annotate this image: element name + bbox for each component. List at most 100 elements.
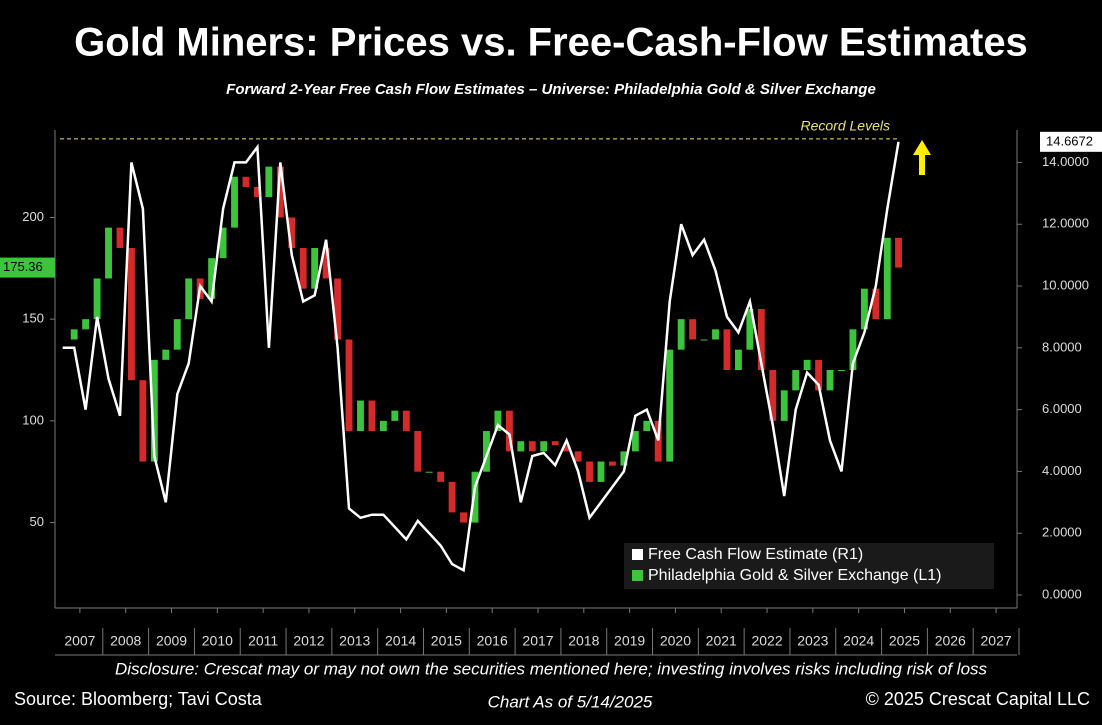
candle [505,410,513,452]
x-tick-label: 2024 [843,633,874,649]
candle [551,441,559,446]
candle [414,431,422,472]
candle [631,431,639,452]
candle [586,461,593,482]
candle [288,217,296,248]
candle [150,359,158,462]
y2-tick-label: 4.0000 [1042,463,1082,478]
y-tick-label: 50 [30,514,44,529]
candle [368,400,376,432]
y2-tick-label: 0.0000 [1042,586,1082,601]
y2-tick-label: 6.0000 [1042,401,1082,416]
x-tick-label: 2014 [385,633,416,649]
candle [574,451,582,462]
candle [128,247,135,381]
candle [723,329,731,371]
candle [139,380,147,462]
candle [803,359,811,371]
y2-tick-label: 14.0000 [1042,154,1089,169]
candle [299,247,307,289]
source: Source: Bloomberg; Tavi Costa [14,689,263,709]
x-tick-label: 2013 [339,633,370,649]
candle [517,441,525,452]
candle [265,166,273,198]
candle [792,370,800,391]
x-tick-label: 2020 [660,633,691,649]
candle [253,186,261,198]
x-tick-label: 2007 [64,633,95,649]
candle [712,329,719,340]
candle [276,166,284,218]
candle [757,308,765,371]
fcf-line [62,141,900,573]
legend-swatch [632,570,643,581]
candle [666,349,674,462]
y2-tick-label: 2.0000 [1042,525,1082,540]
candle [609,461,616,466]
y2-last-label: 14.6672 [1046,133,1093,148]
candle [780,390,788,421]
chart-title: Gold Miners: Prices vs. Free-Cash-Flow E… [74,21,1028,65]
x-tick-label: 2010 [202,633,233,649]
candle [379,420,387,432]
legend-label: Philadelphia Gold & Silver Exchange (L1) [648,567,942,584]
x-tick-label: 2021 [706,633,737,649]
x-tick-label: 2026 [935,633,966,649]
y-last-tag [0,257,55,278]
candle [860,288,868,330]
y2-last-tag [1040,131,1102,152]
candle [391,410,399,421]
x-tick-label: 2016 [477,633,508,649]
candle [620,451,628,466]
y2-tick-label: 12.0000 [1042,216,1089,231]
chart-subtitle: Forward 2-Year Free Cash Flow Estimates … [226,81,876,98]
candle [734,349,742,371]
x-tick-label: 2008 [110,633,141,649]
candle [826,370,834,391]
record-arrow [913,140,931,175]
candle [322,247,330,279]
candle [815,359,823,391]
candle [311,247,319,289]
candle [116,227,124,248]
candle [208,258,216,299]
candle [402,410,410,432]
x-tick-label: 2019 [614,633,645,649]
disclosure: Disclosure: Crescat may or may not own t… [115,659,988,678]
candle [677,319,685,350]
candle [334,278,342,340]
candle [654,420,662,462]
as-of: Chart As of 5/14/2025 [488,692,653,711]
x-tick-label: 2023 [797,633,828,649]
x-tick-label: 2022 [751,633,782,649]
copyright: © 2025 Crescat Capital LLC [866,689,1090,709]
candle [448,481,456,513]
x-tick-label: 2025 [889,633,920,649]
candle [838,370,845,372]
y2-tick-label: 8.0000 [1042,339,1082,354]
y-last-label: 175.36 [3,259,43,274]
candle [895,237,902,268]
candle [597,461,605,482]
candle [471,471,479,523]
y-tick-label: 100 [22,412,44,427]
candle [425,471,433,473]
y-tick-label: 200 [22,209,44,224]
candle [689,319,697,340]
candle [173,319,181,350]
x-tick-label: 2015 [431,633,462,649]
candle [643,420,651,432]
record-label: Record Levels [801,118,891,134]
candle [872,288,880,320]
candle [93,278,101,320]
candle [219,227,227,259]
legend-swatch [632,549,643,560]
y-tick-label: 150 [22,311,44,326]
candle [483,431,490,472]
x-tick-label: 2012 [293,633,324,649]
candle [437,471,445,482]
x-tick-label: 2011 [248,633,278,649]
legend-box [624,543,994,589]
candle [345,339,353,432]
